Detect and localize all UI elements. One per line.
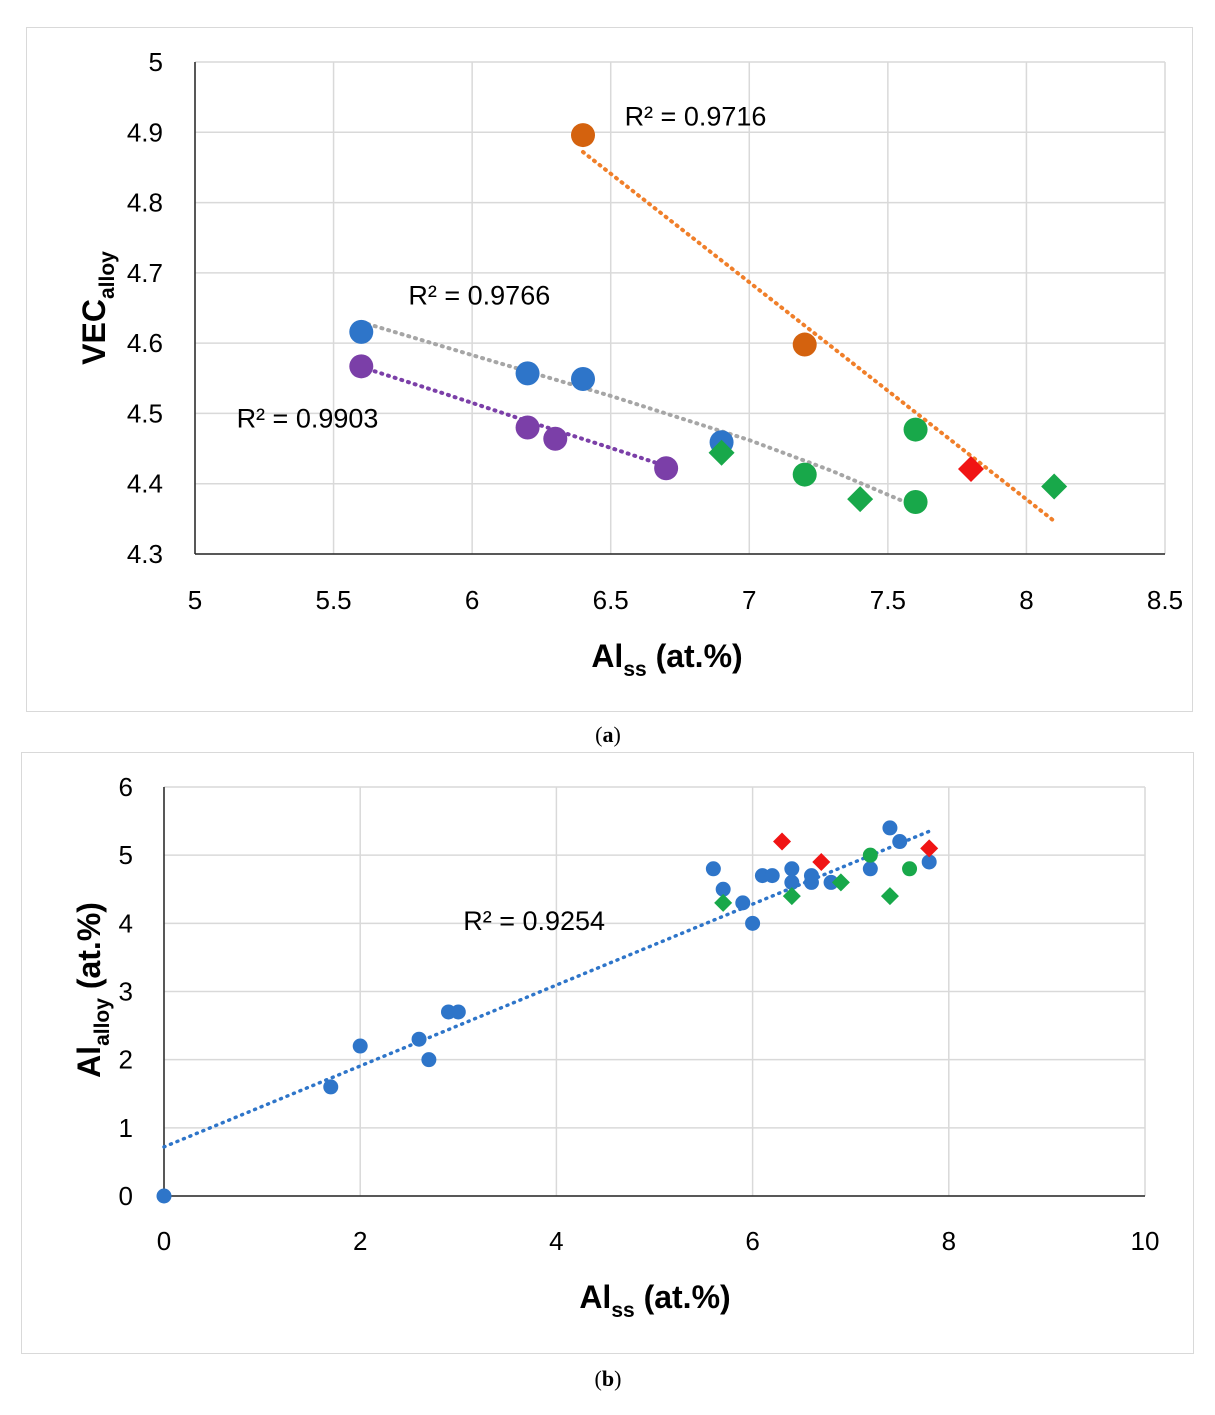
- purple-point: [543, 426, 568, 451]
- x-tick-label: 2: [353, 1226, 367, 1256]
- green-diamond-point: [708, 439, 735, 466]
- y-tick-label: 2: [119, 1045, 133, 1075]
- x-tick-label: 8: [1019, 585, 1033, 615]
- y-tick-label: 4: [119, 908, 133, 938]
- green-circle-point: [903, 489, 928, 514]
- x-tick-label: 10: [1131, 1226, 1160, 1256]
- r2-annotation: R² = 0.9903: [237, 403, 379, 433]
- y-tick-label: 6: [119, 772, 133, 802]
- blue-point: [156, 1188, 172, 1204]
- red-diamond-point: [812, 852, 831, 871]
- green-circle-point: [792, 462, 817, 487]
- x-axis-title: Alss (at.%): [591, 638, 742, 681]
- chart-panel-a: [26, 27, 1193, 712]
- blue-point: [515, 361, 540, 386]
- y-tick-label: 1: [119, 1113, 133, 1143]
- chart-a: 5 5.5 6 6.5 7 7.5 8 8.5 4.3 4.4 4.5 4.6 4.7 4.8 4.9 5 Al…: [76, 47, 1183, 681]
- y-tick-label: 5: [149, 47, 163, 77]
- orange-point: [792, 332, 817, 357]
- blue-point: [784, 861, 800, 877]
- x-tick-label: 5.5: [315, 585, 351, 615]
- blue-point: [921, 854, 937, 870]
- y-tick-label: 4.6: [127, 328, 163, 358]
- purple-point: [349, 354, 374, 379]
- chart-b: 0 2 4 6 8 10 0 1 2 3 4 5 6 Alss (at.%) Alalloy (at.%) R…: [71, 772, 1159, 1322]
- y-tick-label: 4.8: [127, 188, 163, 218]
- purple-point: [515, 415, 540, 440]
- x-tick-label: 0: [157, 1226, 171, 1256]
- blue-point: [784, 874, 800, 890]
- blue-point: [823, 874, 839, 890]
- r2-annotation: R² = 0.9254: [463, 906, 605, 936]
- x-tick-label: 7: [742, 585, 756, 615]
- y-tick-label: 4.7: [127, 258, 163, 288]
- blue-point: [450, 1004, 466, 1020]
- green-circle-point: [862, 847, 878, 863]
- y-tick-label: 3: [119, 977, 133, 1007]
- blue-point: [745, 915, 761, 931]
- y-axis-title: VECalloy: [76, 251, 119, 365]
- green-diamond-point: [847, 486, 874, 513]
- blue-point: [862, 861, 878, 877]
- caption-b-label: b: [601, 1366, 615, 1391]
- purple-point: [654, 456, 679, 481]
- green-diamond-point: [782, 887, 801, 906]
- x-tick-label: 5: [188, 585, 202, 615]
- green-diamond-point: [714, 893, 733, 912]
- red-diamond-point: [773, 832, 792, 851]
- red-diamond-point: [920, 839, 939, 858]
- x-tick-label: 8: [942, 1226, 956, 1256]
- caption-b: (b): [594, 1366, 622, 1391]
- y-tick-label: 4.3: [127, 539, 163, 569]
- blue-point: [323, 1079, 339, 1095]
- r2-annotation: R² = 0.9716: [625, 101, 767, 131]
- r2-annotation: R² = 0.9766: [408, 280, 550, 310]
- y-axis-title: Alalloy (at.%): [71, 902, 114, 1078]
- x-axis-title: Alss (at.%): [579, 1279, 730, 1322]
- blue-point: [571, 366, 595, 391]
- grey-trend: [359, 320, 918, 509]
- blue-point: [411, 1031, 427, 1047]
- y-tick-label: 4.4: [127, 469, 163, 499]
- purple-trend: [359, 365, 669, 469]
- green-diamond-point: [831, 873, 850, 892]
- blue-point: [421, 1052, 437, 1068]
- blue-point: [715, 881, 731, 897]
- caption-a-label: a: [602, 722, 614, 747]
- orange-trend: [581, 150, 1057, 523]
- green-diamond-point: [1041, 473, 1068, 500]
- green-circle-point: [903, 417, 928, 442]
- chart-panel-b: [21, 752, 1194, 1354]
- green-diamond-point: [880, 887, 899, 906]
- blue-point: [803, 868, 819, 884]
- green-circle-point: [902, 861, 918, 877]
- blue-point: [735, 895, 751, 911]
- blue-point: [352, 1038, 368, 1054]
- blue-point: [882, 820, 898, 836]
- x-tick-label: 6: [745, 1226, 759, 1256]
- blue-point: [349, 319, 374, 344]
- x-tick-label: 4: [549, 1226, 563, 1256]
- x-tick-label: 6: [465, 585, 479, 615]
- blue-point: [892, 834, 908, 850]
- y-tick-label: 5: [119, 840, 133, 870]
- x-tick-label: 6.5: [593, 585, 629, 615]
- red-diamond-point: [958, 455, 984, 482]
- y-tick-label: 4.9: [127, 117, 163, 147]
- blue-point: [705, 861, 721, 877]
- y-tick-label: 0: [119, 1181, 133, 1211]
- x-tick-label: 8.5: [1147, 585, 1183, 615]
- blue-trend: [162, 829, 931, 1149]
- orange-point: [571, 123, 595, 148]
- blue-point: [764, 868, 780, 884]
- caption-a: (a): [595, 722, 621, 747]
- y-tick-label: 4.5: [127, 398, 163, 428]
- x-tick-label: 7.5: [870, 585, 906, 615]
